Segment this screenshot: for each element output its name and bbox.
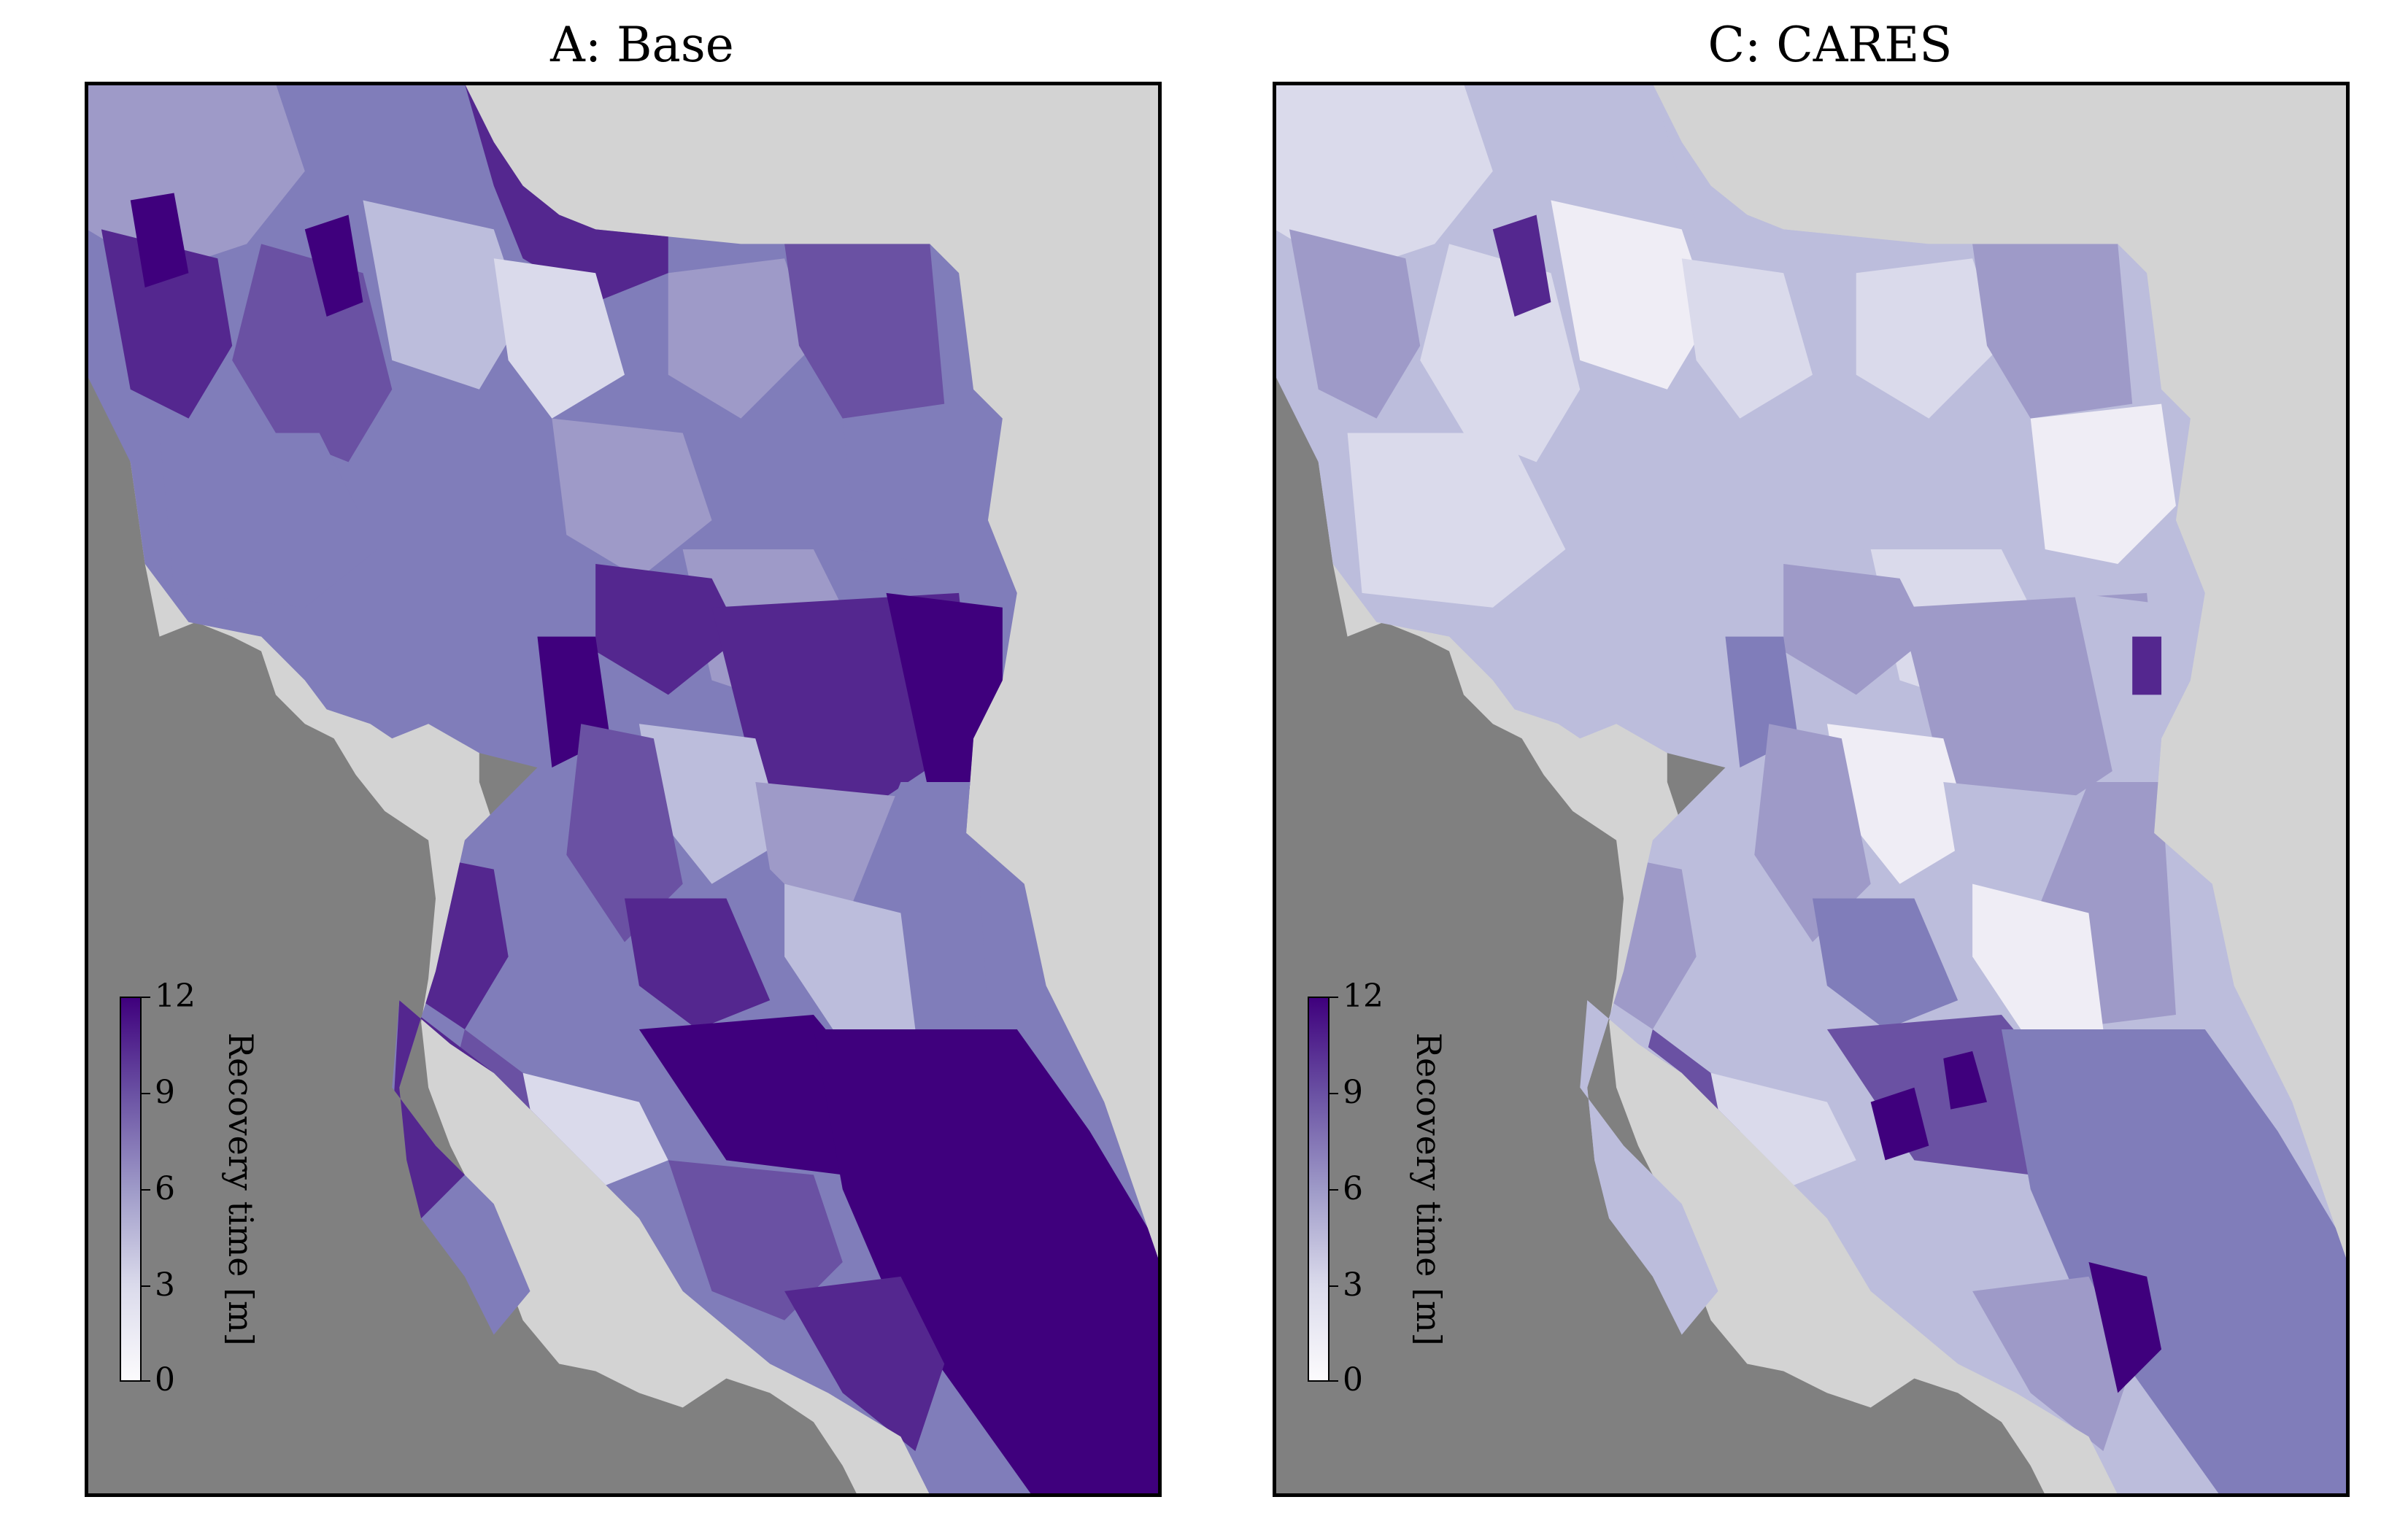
colorbar-tick (142, 997, 150, 998)
map-svg (1275, 84, 2347, 1495)
choropleth-map[interactable] (85, 82, 1162, 1497)
colorbar-tick (142, 1093, 150, 1094)
map-svg (87, 84, 1159, 1495)
colorbar-tick-label: 0 (155, 1361, 175, 1398)
panel-title: C: CARES (1707, 17, 1953, 73)
colorbar-tick-label: 12 (1343, 978, 1384, 1015)
ocean (1275, 317, 2045, 1495)
colorbar-tick-label: 6 (1343, 1170, 1363, 1207)
panel-title: A: Base (550, 17, 734, 73)
ocean (87, 317, 857, 1495)
colorbar-tick-label: 3 (155, 1266, 175, 1304)
colorbar-tick (1330, 1093, 1338, 1094)
colorbar-tick-label: 3 (1343, 1266, 1363, 1304)
colorbar-tick (142, 1380, 150, 1382)
colorbar-tick (142, 1285, 150, 1287)
colorbar-label: Recovery time [m] (1409, 1032, 1448, 1346)
colorbar-tick (1330, 1189, 1338, 1191)
colorbar-label: Recovery time [m] (221, 1032, 261, 1346)
colorbar (1308, 997, 1330, 1382)
colorbar-tick-label: 0 (1343, 1361, 1363, 1398)
choropleth-map[interactable] (1273, 82, 2350, 1497)
colorbar-tick (1330, 997, 1338, 998)
colorbar-tick-label: 6 (155, 1170, 175, 1207)
colorbar-tick (1330, 1380, 1338, 1382)
colorbar-tick-label: 9 (1343, 1074, 1363, 1111)
colorbar (120, 997, 142, 1382)
panel-c: C: CARES (1261, 0, 2399, 1532)
colorbar-tick (1330, 1285, 1338, 1287)
colorbar-tick-label: 12 (155, 978, 196, 1015)
colorbar-tick-label: 9 (155, 1074, 175, 1111)
colorbar-tick (142, 1189, 150, 1191)
panel-a: A: Base (73, 0, 1211, 1532)
